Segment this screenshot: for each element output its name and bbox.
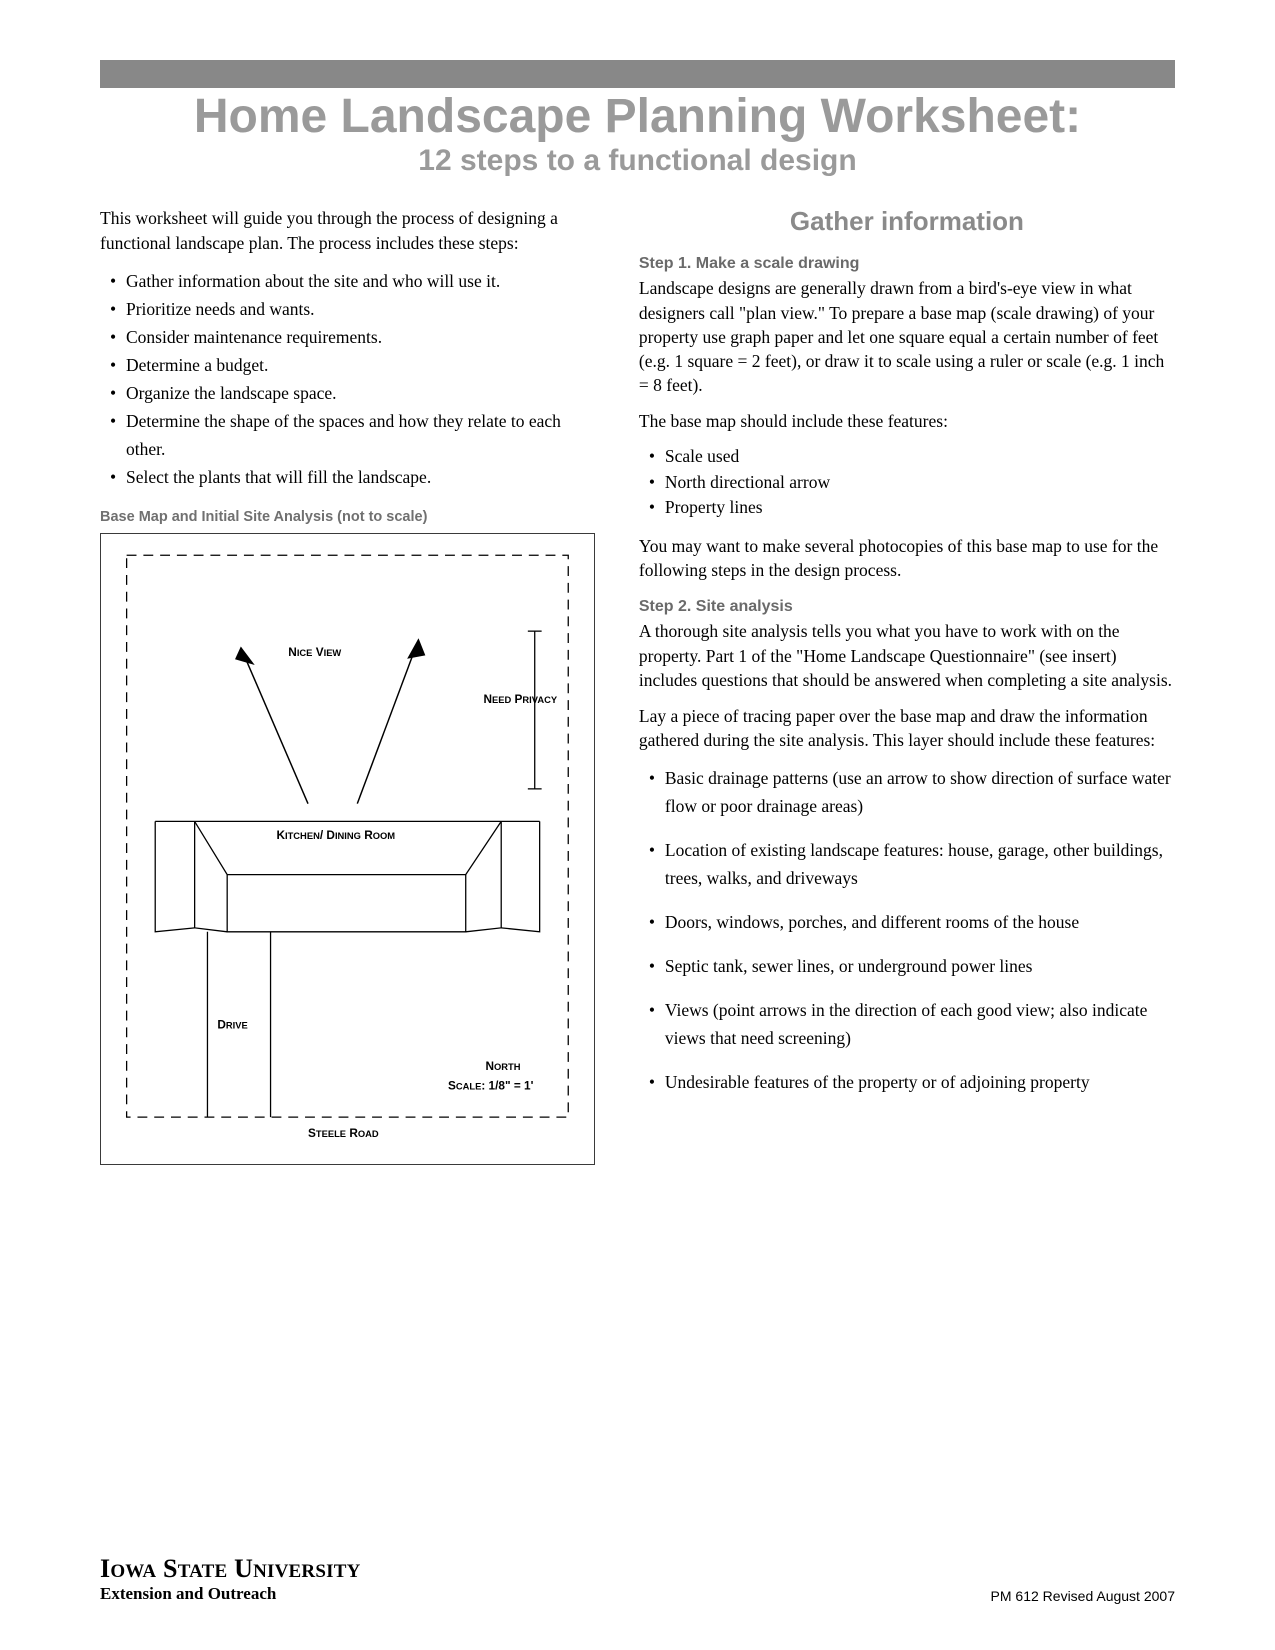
label-need-privacy: NEED PRIVACY <box>483 692 557 706</box>
footer-branding: IOWA STATE UNIVERSITY Extension and Outr… <box>100 1554 361 1604</box>
left-column: This worksheet will guide you through th… <box>100 206 595 1164</box>
section-heading-gather: Gather information <box>639 206 1175 237</box>
base-map-diagram: NICE VIEW NEED PRIVACY KITCHEN/ DINING R… <box>100 533 595 1165</box>
step1-p1: Landscape designs are generally drawn fr… <box>639 276 1175 397</box>
list-item: Doors, windows, porches, and different r… <box>649 908 1175 936</box>
university-name: IOWA STATE UNIVERSITY <box>100 1554 361 1584</box>
two-column-layout: This worksheet will guide you through th… <box>100 206 1175 1164</box>
list-item: Select the plants that will fill the lan… <box>110 463 595 491</box>
step2-p2: Lay a piece of tracing paper over the ba… <box>639 704 1175 752</box>
step2-heading: Step 2. Site analysis <box>639 598 1175 616</box>
label-drive: DRIVE <box>217 1017 247 1031</box>
list-item: Location of existing landscape features:… <box>649 836 1175 892</box>
list-item: Organize the landscape space. <box>110 379 595 407</box>
list-item: Basic drainage patterns (use an arrow to… <box>649 764 1175 820</box>
list-item: Prioritize needs and wants. <box>110 295 595 323</box>
step1-p2: The base map should include these featur… <box>639 409 1175 433</box>
label-road: STEELE ROAD <box>308 1126 379 1140</box>
step2-bullets: Basic drainage patterns (use an arrow to… <box>639 764 1175 1096</box>
list-item: Property lines <box>649 496 1175 520</box>
list-item: Determine the shape of the spaces and ho… <box>110 407 595 463</box>
label-nice-view: NICE VIEW <box>288 644 341 658</box>
diagram-caption: Base Map and Initial Site Analysis (not … <box>100 509 595 525</box>
step2-p1: A thorough site analysis tells you what … <box>639 619 1175 691</box>
page-title: Home Landscape Planning Worksheet: <box>100 92 1175 142</box>
label-kitchen: KITCHEN/ DINING ROOM <box>276 828 395 842</box>
list-item: North directional arrow <box>649 471 1175 495</box>
step1-heading: Step 1. Make a scale drawing <box>639 255 1175 273</box>
list-item: Septic tank, sewer lines, or underground… <box>649 952 1175 980</box>
page-subtitle: 12 steps to a functional design <box>100 144 1175 178</box>
label-scale: SCALE: 1/8" = 1' <box>448 1078 534 1092</box>
list-item: Gather information about the site and wh… <box>110 267 595 295</box>
intro-bullet-list: Gather information about the site and wh… <box>100 267 595 491</box>
list-item: Determine a budget. <box>110 351 595 379</box>
step1-p3: You may want to make several photocopies… <box>639 534 1175 582</box>
list-item: Scale used <box>649 445 1175 469</box>
header-bar <box>100 60 1175 88</box>
extension-name: Extension and Outreach <box>100 1584 361 1604</box>
right-column: Gather information Step 1. Make a scale … <box>639 206 1175 1164</box>
intro-paragraph: This worksheet will guide you through th… <box>100 206 595 254</box>
step1-bullets: Scale used North directional arrow Prope… <box>639 445 1175 520</box>
list-item: Views (point arrows in the direction of … <box>649 996 1175 1052</box>
doc-id: PM 612 Revised August 2007 <box>991 1588 1175 1604</box>
label-north: NORTH <box>485 1058 520 1072</box>
list-item: Consider maintenance requirements. <box>110 323 595 351</box>
list-item: Undesirable features of the property or … <box>649 1068 1175 1096</box>
